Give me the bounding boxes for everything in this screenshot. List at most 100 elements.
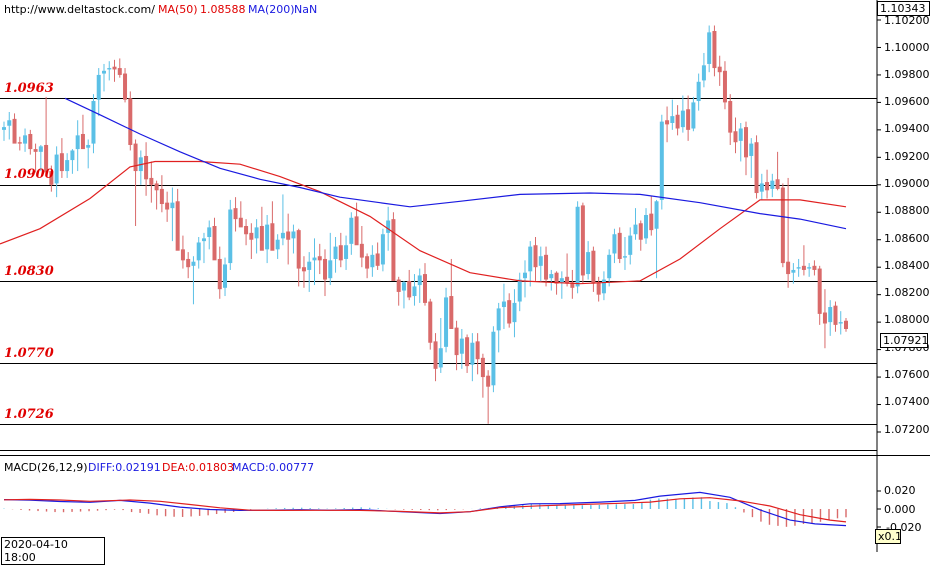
candle-body xyxy=(796,267,801,269)
candle-body xyxy=(144,155,149,180)
candle-body xyxy=(428,301,433,343)
candle-body xyxy=(333,246,338,259)
candle-body xyxy=(580,205,585,276)
candle-body xyxy=(154,183,159,191)
candle-body xyxy=(791,269,796,273)
candle-body xyxy=(812,265,817,270)
candle-body xyxy=(507,300,512,324)
macd-panel xyxy=(3,490,881,528)
candle-body xyxy=(86,144,91,148)
candle-body xyxy=(265,224,270,250)
y-tick-label: 1.09800 xyxy=(884,68,930,81)
candle-body xyxy=(691,102,696,129)
macd-value: MACD:0.00777 xyxy=(232,461,315,474)
candle-body xyxy=(738,128,743,141)
candle-body xyxy=(75,135,80,150)
candle-body xyxy=(70,150,75,161)
candle-body xyxy=(544,254,549,280)
candle-body xyxy=(707,32,712,64)
candle-body xyxy=(249,232,254,240)
y-tick-label: 1.09200 xyxy=(884,150,930,163)
ma200-value: NaN xyxy=(294,3,318,16)
candle-body xyxy=(828,307,833,323)
candle-body xyxy=(117,68,122,75)
candle-body xyxy=(165,202,170,210)
candle-body xyxy=(396,279,401,292)
candle-body xyxy=(54,154,59,184)
candle-body xyxy=(549,274,554,279)
candle-body xyxy=(328,260,333,279)
candle-body xyxy=(696,81,701,102)
candle-body xyxy=(286,231,291,240)
candle-body xyxy=(722,70,727,103)
macd-dea: DEA:0.01803 xyxy=(162,461,234,474)
candle-body xyxy=(786,261,791,275)
candle-body xyxy=(444,297,449,347)
candle-body xyxy=(801,265,806,270)
candle-body xyxy=(359,243,364,258)
candle-body xyxy=(659,121,664,200)
candle-body xyxy=(191,261,196,266)
candle-body xyxy=(301,267,306,272)
moving-average-lines xyxy=(0,97,847,285)
ma50-line xyxy=(0,160,847,285)
level-label-4: 1.0770 xyxy=(4,346,54,361)
candle-body xyxy=(175,201,180,251)
candle-body xyxy=(733,131,738,143)
candle-body xyxy=(491,331,496,386)
y-tick-label: 1.07400 xyxy=(884,395,930,408)
ma50-label: MA(50) xyxy=(158,3,198,16)
y-tick-label: 1.10000 xyxy=(884,41,930,54)
candle-body xyxy=(480,357,485,378)
candle-body xyxy=(65,160,70,172)
candle-body xyxy=(522,272,527,279)
candle-body xyxy=(207,227,212,237)
candle-body xyxy=(186,258,191,268)
candle-body xyxy=(417,275,422,286)
candle-body xyxy=(238,217,243,228)
candle-body xyxy=(586,252,591,275)
level-label-5: 1.0726 xyxy=(4,407,54,422)
candle-body xyxy=(596,282,601,295)
candle-body xyxy=(649,213,654,231)
candle-body xyxy=(628,235,633,255)
candle-body xyxy=(254,227,259,239)
candlestick-series xyxy=(2,25,848,424)
candle-body xyxy=(754,142,759,194)
candle-body xyxy=(844,320,848,329)
candle-body xyxy=(244,226,249,235)
candle-body xyxy=(407,280,412,298)
candle-body xyxy=(291,231,296,239)
y-tick-label: 1.09000 xyxy=(884,177,930,190)
candle-body xyxy=(338,245,343,261)
candle-body xyxy=(149,177,154,185)
candle-body xyxy=(701,65,706,81)
candle-body xyxy=(538,256,543,266)
last-price-box: 1.07921 xyxy=(880,333,929,348)
candle-body xyxy=(159,188,164,205)
level-label-3: 1.0830 xyxy=(4,264,54,279)
candle-body xyxy=(307,261,312,270)
y-tick-label: 1.08400 xyxy=(884,259,930,272)
source-url[interactable]: http://www.deltastock.com/ xyxy=(4,3,155,16)
candle-body xyxy=(675,114,680,129)
candle-body xyxy=(391,219,396,281)
macd-y-tick: 0.000 xyxy=(884,503,916,516)
macd-diff: DIFF:0.02191 xyxy=(88,461,161,474)
candle-body xyxy=(554,272,559,284)
candle-body xyxy=(833,305,838,325)
candle-body xyxy=(449,296,454,329)
candle-body xyxy=(512,302,517,323)
ma200-label: MA(200) xyxy=(248,3,295,16)
candle-body xyxy=(349,217,354,244)
candle-body xyxy=(23,135,28,144)
zoom-button[interactable]: x0.1 xyxy=(875,529,902,544)
y-tick-label: 1.07600 xyxy=(884,368,930,381)
candle-body xyxy=(807,267,812,269)
candle-body xyxy=(680,110,685,128)
candle-body xyxy=(712,30,717,69)
candle-body xyxy=(370,254,375,268)
chart-canvas xyxy=(0,0,930,552)
candle-body xyxy=(275,239,280,250)
candle-body xyxy=(44,144,49,173)
